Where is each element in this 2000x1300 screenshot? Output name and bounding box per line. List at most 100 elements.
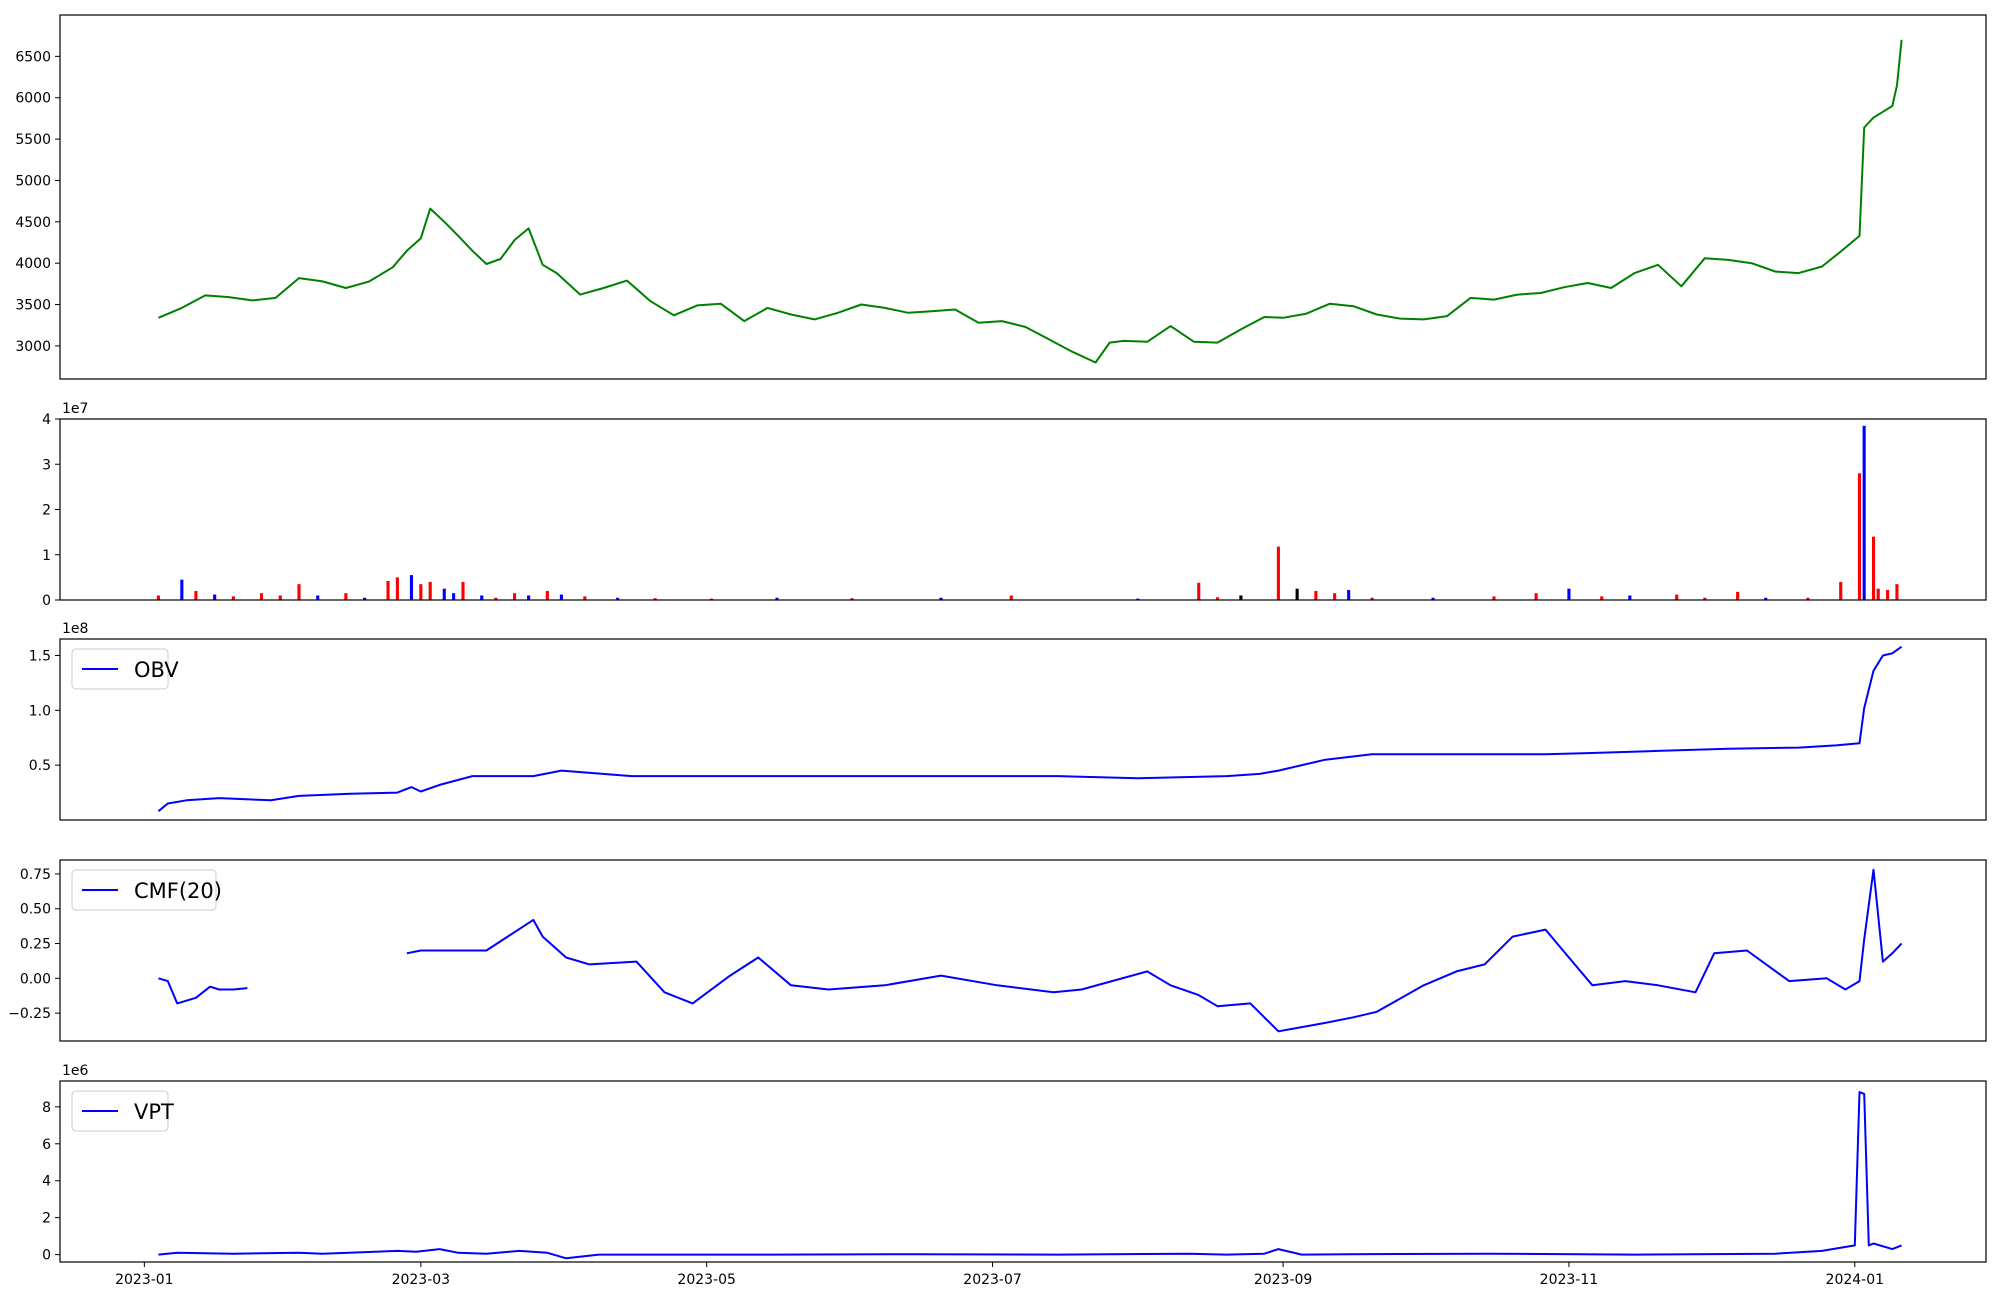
volume-bar (545, 590, 549, 600)
plot-panels: 3000 3500 4000 4500 5000 5500 6000 6500 0 1 2 3 4 1e7… (8, 14, 1987, 1288)
legend-label: CMF(20) (134, 879, 222, 903)
volume-bar (1675, 594, 1679, 600)
volume-bar (1197, 582, 1201, 600)
legend-vpt: VPT (71, 1090, 174, 1132)
y-tick-label-price: 3500 (15, 298, 51, 314)
volume-bar (1333, 593, 1337, 600)
panel-volume: 0 1 2 3 4 1e7 (42, 401, 1987, 609)
y-tick-label-obv: 0.5 (29, 758, 51, 774)
volume-bar (1764, 597, 1768, 600)
volume-bar (442, 588, 446, 600)
x-tick-label: 2023-03 (392, 1272, 451, 1288)
axes-frame-vpt (59, 1080, 1987, 1263)
y-offset-label-vpt: 1e6 (62, 1063, 89, 1079)
volume-bar (1895, 584, 1899, 600)
axes-frame-obv (59, 638, 1987, 821)
volume-bar (939, 597, 943, 600)
y-tick-label-price: 3000 (15, 339, 51, 355)
volume-bar (1839, 581, 1843, 600)
y-tick-label-vpt: 8 (42, 1100, 51, 1116)
obv-line (157, 645, 1903, 812)
x-tick-label: 2023-01 (115, 1272, 174, 1288)
legend-label: OBV (134, 658, 179, 682)
panel-cmf: −0.25 0.00 0.25 0.50 0.75 CMF(20) (8, 859, 1987, 1042)
volume-bar (344, 593, 348, 600)
volume-bar (1871, 536, 1876, 600)
y-tick-label-cmf: 0.50 (20, 902, 51, 918)
volume-bar (850, 598, 854, 600)
volume-bar (386, 580, 390, 600)
volume-bar (1876, 588, 1880, 600)
cmf-line (158, 977, 248, 1005)
volume-bar (1492, 596, 1496, 600)
volume-bar (709, 598, 713, 600)
volume-bar (1886, 590, 1890, 600)
volume-bar (527, 595, 531, 600)
volume-bar (1736, 591, 1740, 600)
volume-bar (1600, 596, 1604, 600)
volume-bar (231, 596, 235, 600)
y-offset-label-obv: 1e8 (62, 621, 88, 637)
volume-bar (559, 594, 563, 600)
volume-bar (180, 579, 184, 600)
legend-box (71, 869, 217, 911)
volume-bar (1370, 597, 1374, 600)
volume-bar (409, 575, 414, 600)
volume-bar (363, 597, 367, 600)
legend-cmf: CMF(20) (71, 869, 222, 911)
y-tick-label-vpt: 0 (42, 1248, 51, 1264)
y-tick-label-volume: 1 (42, 548, 51, 564)
volume-bar (419, 584, 423, 600)
cmf-line (406, 868, 1903, 1033)
x-tick-label: 2024-01 (1826, 1272, 1885, 1288)
volume-bar (1857, 473, 1862, 600)
volume-bar (1239, 595, 1243, 600)
y-tick-label-price: 5000 (15, 173, 51, 189)
volume-bar (512, 593, 517, 600)
x-tick-label: 2023-09 (1254, 1272, 1313, 1288)
price-line (158, 39, 1903, 364)
y-tick-label-volume: 2 (42, 503, 51, 519)
volume-bar (775, 597, 779, 600)
y-tick-label-vpt: 4 (42, 1174, 51, 1190)
y-tick-label-price: 6500 (15, 49, 51, 65)
volume-bar (156, 595, 160, 600)
volume-bar (1567, 588, 1571, 600)
y-tick-label-price: 6000 (15, 91, 51, 107)
x-axis: 2023-01 2023-03 2023-05 2023-07 2023-09 2023-… (115, 1262, 1884, 1288)
legend-box (71, 1090, 169, 1132)
legend-label: VPT (134, 1100, 174, 1124)
volume-bar (616, 597, 620, 600)
volume-bar (1314, 590, 1318, 600)
volume-bar (194, 590, 198, 600)
axes-frame-price (59, 14, 1987, 380)
volume-bar (1136, 598, 1140, 600)
volume-bar (1806, 597, 1810, 600)
y-tick-label-cmf: 0.75 (20, 867, 51, 883)
volume-bar (1628, 595, 1632, 600)
volume-bar (1276, 546, 1280, 600)
y-tick-label-price: 4500 (15, 215, 51, 231)
volume-bar (452, 593, 456, 600)
volume-bar (1703, 597, 1707, 600)
volume-bar (259, 593, 264, 600)
volume-bar (1347, 590, 1351, 600)
x-tick-label: 2023-11 (1540, 1272, 1599, 1288)
legend-obv: OBV (71, 648, 179, 690)
axes-frame-cmf (59, 859, 1987, 1042)
volume-bar (653, 598, 657, 600)
volume-bar (583, 596, 587, 600)
volume-bar (1295, 588, 1299, 600)
y-tick-label-cmf: 0.00 (20, 971, 51, 987)
volume-bar (297, 584, 301, 600)
volume-bar (480, 595, 484, 600)
panel-price: 3000 3500 4000 4500 5000 5500 6000 6500 (15, 14, 1987, 380)
y-tick-label-volume: 3 (42, 457, 51, 473)
axes-frame-volume (59, 418, 1987, 601)
volume-bar (461, 581, 465, 600)
volume-bar (1431, 597, 1435, 600)
y-tick-label-cmf: −0.25 (8, 1006, 51, 1022)
y-tick-label-volume: 4 (42, 412, 51, 428)
